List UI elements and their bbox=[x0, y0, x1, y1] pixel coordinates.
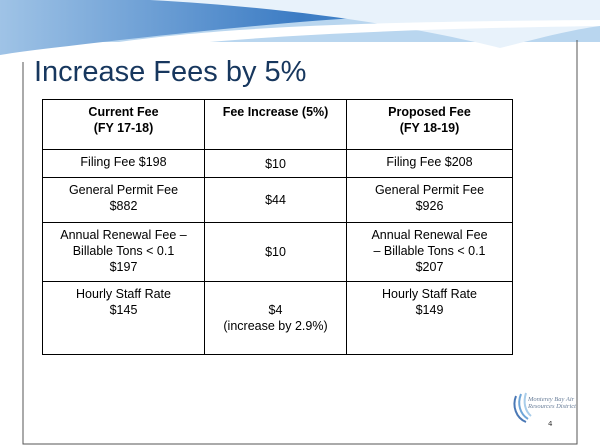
table-cell: $4 (increase by 2.9%) bbox=[204, 281, 347, 355]
cell-line: Hourly Staff Rate bbox=[76, 287, 171, 301]
table-cell: General Permit Fee $882 bbox=[42, 177, 205, 223]
table-cell: Hourly Staff Rate $145 bbox=[42, 281, 205, 355]
cell-line: – Billable Tons < 0.1 bbox=[373, 244, 486, 258]
header-cell: Current Fee (FY 17-18) bbox=[42, 99, 205, 150]
logo-line: Monterey Bay Air bbox=[528, 396, 575, 403]
cell-line: Fee Increase (5%) bbox=[222, 105, 329, 119]
table-cell: Annual Renewal Fee – Billable Tons < 0.1 $… bbox=[346, 222, 513, 282]
cell-line: $10 bbox=[265, 156, 286, 171]
table-cell: Filing Fee $208 bbox=[346, 149, 513, 178]
cell-line: Proposed Fee bbox=[388, 105, 471, 119]
cell-line: Hourly Staff Rate bbox=[382, 287, 477, 301]
table-cell: Hourly Staff Rate $149 bbox=[346, 281, 513, 355]
cell-line: (increase by 2.9%) bbox=[223, 319, 328, 333]
table-cell: General Permit Fee $926 bbox=[346, 177, 513, 223]
cell-line: $44 bbox=[265, 193, 286, 207]
cell-line: Filing Fee $208 bbox=[386, 155, 473, 169]
table-cell: Filing Fee $198 bbox=[42, 149, 205, 178]
cell-line: Annual Renewal Fee – bbox=[60, 228, 187, 242]
logo-line: Resources District bbox=[528, 403, 576, 410]
cell-line: $882 bbox=[109, 199, 138, 213]
cell-line: (FY 17-18) bbox=[93, 121, 154, 135]
cell-line: $145 bbox=[109, 303, 138, 317]
table-cell: $10 bbox=[204, 149, 347, 178]
cell-line: $4 bbox=[268, 303, 283, 317]
cell-line: $926 bbox=[415, 199, 444, 213]
cell-line: $149 bbox=[415, 303, 444, 317]
cell-line: Annual Renewal Fee bbox=[371, 228, 488, 242]
slide-title: Increase Fees by 5% bbox=[34, 56, 307, 88]
cell-line: (FY 18-19) bbox=[399, 121, 460, 135]
logo-text: Monterey Bay Air Resources District bbox=[528, 396, 576, 410]
cell-line: Billable Tons < 0.1 bbox=[72, 244, 175, 258]
table-cell: $44 bbox=[204, 177, 347, 223]
table-cell: Annual Renewal Fee – Billable Tons < 0.1 $… bbox=[42, 222, 205, 282]
page-number: 4 bbox=[548, 420, 553, 428]
header-cell: Fee Increase (5%) bbox=[204, 99, 347, 150]
cell-line: General Permit Fee bbox=[374, 183, 485, 197]
header-cell: Proposed Fee (FY 18-19) bbox=[346, 99, 513, 150]
table-cell: $10 bbox=[204, 222, 347, 282]
cell-line: $10 bbox=[265, 245, 286, 259]
cell-line: $207 bbox=[415, 260, 444, 274]
cell-line: General Permit Fee bbox=[68, 183, 179, 197]
cell-line: $197 bbox=[109, 260, 138, 274]
cell-line: Current Fee bbox=[88, 105, 159, 119]
cell-line: Filing Fee $198 bbox=[80, 155, 167, 169]
